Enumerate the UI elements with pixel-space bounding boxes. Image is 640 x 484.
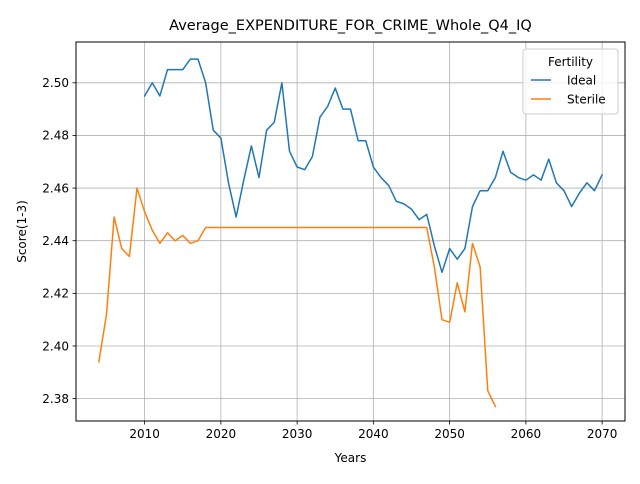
series-line-sterile — [98, 187, 497, 408]
legend-title: Fertility — [548, 55, 593, 69]
y-axis-label: Score(1-3) — [15, 200, 29, 263]
axis-ticks: 2010 2020 2030 2040 2050 2060 2070 2.38 2.40 2.42… — [42, 76, 617, 441]
y-tick-label: 2.44 — [42, 234, 69, 248]
chart-title: Average_EXPENDITURE_FOR_CRIME_Whole_Q4_I… — [169, 18, 532, 34]
x-tick-label: 2020 — [206, 427, 237, 441]
y-tick-label: 2.42 — [42, 287, 69, 301]
plot-frame — [75, 41, 626, 422]
x-tick-label: 2050 — [434, 427, 465, 441]
x-tick-label: 2030 — [282, 427, 313, 441]
grid — [76, 42, 625, 421]
series-line-ideal — [143, 58, 604, 274]
series-lines — [98, 58, 604, 408]
y-tick-label: 2.40 — [42, 339, 69, 353]
legend-label-ideal: Ideal — [567, 74, 596, 88]
y-tick-label: 2.50 — [42, 76, 69, 90]
x-tick-label: 2060 — [511, 427, 542, 441]
x-tick-label: 2010 — [129, 427, 160, 441]
x-axis-label: Years — [334, 451, 367, 465]
y-tick-label: 2.48 — [42, 129, 69, 143]
legend: Fertility Ideal Sterile — [522, 48, 619, 115]
x-tick-label: 2040 — [358, 427, 389, 441]
y-tick-label: 2.38 — [42, 392, 69, 406]
x-tick-label: 2070 — [587, 427, 618, 441]
legend-label-sterile: Sterile — [567, 93, 606, 107]
y-tick-label: 2.46 — [42, 181, 69, 195]
legend-box — [522, 48, 619, 115]
